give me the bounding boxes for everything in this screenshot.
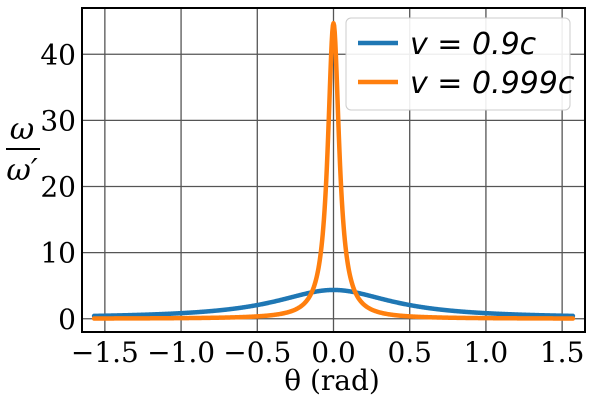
- legend-box: [345, 17, 571, 111]
- plot-frame: [81, 7, 586, 333]
- x-tick-label: 0.0: [311, 336, 356, 369]
- x-tick-label: −1.5: [71, 336, 139, 369]
- x-tick-label: 1.0: [464, 336, 509, 369]
- legend: v = 0.9c v = 0.999c: [345, 17, 575, 111]
- y-tick-label: 0: [58, 303, 76, 336]
- y-tick-label: 20: [40, 171, 76, 204]
- x-tick-label: 1.5: [540, 336, 585, 369]
- y-axis-label-numerator: ω: [10, 112, 34, 147]
- series-lines: [91, 20, 576, 321]
- x-tick-label: 0.5: [387, 336, 432, 369]
- y-axis-label: ω ω′: [6, 112, 40, 188]
- y-tick-label: 10: [40, 237, 76, 270]
- series-line: [91, 20, 576, 321]
- x-tick-label: −1.0: [147, 336, 215, 369]
- series-line: [91, 287, 576, 319]
- legend-label: v = 0.999c: [410, 66, 575, 101]
- y-tick-label: 40: [40, 38, 76, 71]
- tick-labels: −1.5 −1.0 −0.5 0.0 0.5 1.0 1.5 0 10 20 30 40: [40, 38, 584, 369]
- y-tick-label: 30: [40, 104, 76, 137]
- x-axis-label: θ (rad): [284, 364, 380, 397]
- y-axis-label-denominator: ω′: [6, 153, 37, 188]
- legend-label: v = 0.9c: [410, 27, 537, 62]
- x-tick-label: −0.5: [223, 336, 291, 369]
